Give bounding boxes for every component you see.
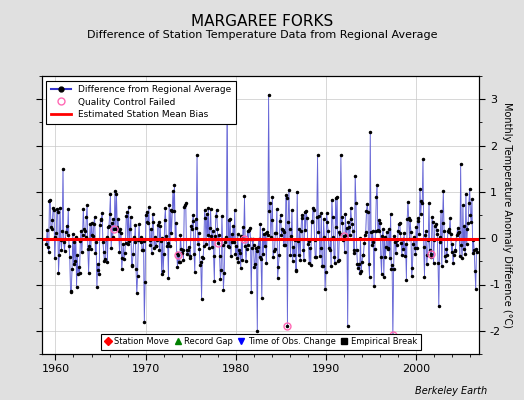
Text: Berkeley Earth: Berkeley Earth: [415, 386, 487, 396]
Text: Difference of Station Temperature Data from Regional Average: Difference of Station Temperature Data f…: [87, 30, 437, 40]
Text: MARGAREE FORKS: MARGAREE FORKS: [191, 14, 333, 29]
Y-axis label: Monthly Temperature Anomaly Difference (°C): Monthly Temperature Anomaly Difference (…: [502, 102, 512, 328]
Legend: Station Move, Record Gap, Time of Obs. Change, Empirical Break: Station Move, Record Gap, Time of Obs. C…: [101, 334, 421, 350]
